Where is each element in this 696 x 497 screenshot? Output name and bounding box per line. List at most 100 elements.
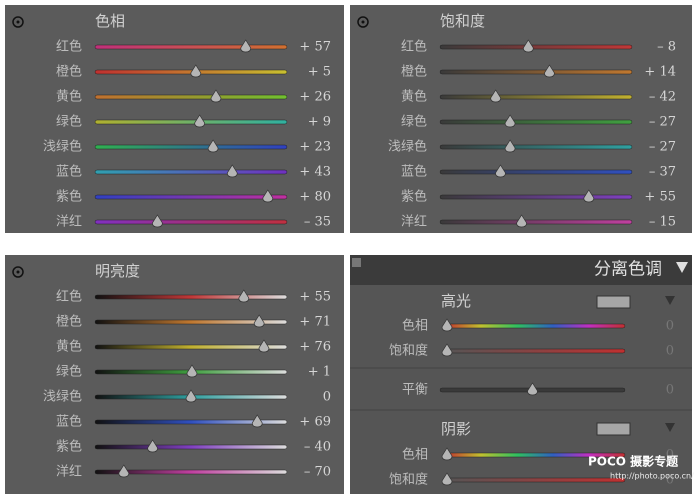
slider-thumb[interactable] (441, 343, 453, 357)
slider-thumb[interactable] (544, 64, 555, 78)
slider-value: – 35 (304, 215, 331, 230)
slider-label: 蓝色 (56, 414, 82, 430)
slider-label: 紫色 (401, 189, 427, 205)
slider-thumb[interactable] (240, 39, 252, 53)
dropdown-arrow[interactable] (665, 296, 675, 305)
slider-value: 0 (666, 448, 674, 463)
slider-value: 0 (666, 383, 674, 398)
slider-label: 浅绿色 (43, 139, 82, 155)
slider-track (444, 323, 626, 329)
slider-value: – 37 (649, 165, 676, 180)
slider-track (444, 348, 626, 354)
panel-title: 饱和度 (440, 12, 485, 30)
slider-label: 洋红 (56, 214, 82, 230)
slider-label: 紫色 (56, 189, 82, 205)
slider-label: 紫色 (56, 439, 82, 455)
slider-thumb[interactable] (441, 447, 453, 461)
slider-thumb[interactable] (258, 339, 270, 353)
slider-track (439, 119, 633, 125)
slider-value: 0 (666, 319, 674, 334)
slider-value: + 26 (299, 90, 331, 105)
slider-track (94, 194, 288, 200)
slider-value: + 57 (299, 40, 331, 55)
slider-label: 洋红 (401, 214, 427, 230)
slider-label: 平衡 (402, 383, 428, 398)
split-toning-header (350, 255, 692, 285)
panel-target-icon[interactable] (357, 16, 369, 28)
slider-thumb[interactable] (516, 214, 527, 228)
slider-label: 红色 (56, 289, 82, 305)
panel-switch[interactable] (352, 258, 361, 267)
slider-label: 饱和度 (389, 472, 428, 488)
slider-value: + 43 (299, 165, 331, 180)
slider-value: + 5 (308, 65, 331, 80)
slider-label: 色相 (402, 318, 428, 334)
slider-label: 绿色 (56, 114, 82, 130)
slider-thumb[interactable] (226, 164, 238, 178)
slider-track (439, 144, 633, 150)
slider-value: – 42 (649, 90, 676, 105)
slider-thumb[interactable] (583, 189, 595, 203)
slider-track (94, 444, 288, 450)
slider-thumb[interactable] (490, 89, 502, 103)
highlight-swatch[interactable] (596, 295, 631, 309)
slider-thumb[interactable] (441, 318, 453, 332)
panel-target-icon[interactable] (12, 16, 24, 28)
slider-value: – 40 (304, 440, 331, 455)
slider-thumb[interactable] (210, 89, 222, 103)
slider-thumb[interactable] (441, 472, 453, 486)
slider-thumb[interactable] (262, 189, 274, 203)
watermark-brand: POCO 摄影专题 (588, 454, 679, 469)
slider-label: 黄色 (401, 89, 427, 105)
panel-title: 明亮度 (95, 262, 140, 280)
slider-value: 0 (323, 390, 331, 405)
slider-thumb[interactable] (495, 164, 506, 178)
slider-thumb[interactable] (186, 364, 198, 378)
slider-track (94, 294, 288, 300)
slider-track (444, 477, 626, 483)
slider-value: + 55 (644, 190, 676, 205)
slider-thumb[interactable] (253, 314, 265, 328)
section-title: 高光 (441, 292, 471, 310)
slider-value: + 76 (299, 340, 331, 355)
slider-track (439, 44, 633, 50)
panel-title: 色相 (95, 12, 125, 30)
shadow-swatch[interactable] (596, 422, 631, 436)
slider-track (94, 469, 288, 475)
slider-track (94, 219, 288, 225)
slider-thumb[interactable] (190, 64, 202, 78)
slider-value: 0 (666, 473, 674, 488)
panel-target-icon[interactable] (12, 266, 24, 278)
slider-thumb[interactable] (152, 214, 163, 228)
slider-thumb[interactable] (185, 389, 197, 403)
slider-thumb[interactable] (194, 114, 205, 128)
slider-label: 洋红 (56, 464, 82, 480)
slider-label: 饱和度 (389, 343, 428, 359)
slider-track (439, 69, 633, 75)
collapse-arrow[interactable] (676, 262, 688, 273)
slider-label: 黄色 (56, 339, 82, 355)
slider-thumb[interactable] (251, 414, 263, 428)
slider-track (94, 319, 288, 325)
panel-target-dot (361, 20, 365, 24)
slider-label: 蓝色 (401, 164, 427, 180)
slider-thumb[interactable] (238, 289, 250, 303)
slider-label: 橙色 (401, 64, 427, 80)
slider-label: 色相 (402, 447, 428, 463)
slider-track (439, 194, 633, 200)
slider-thumb[interactable] (207, 139, 219, 153)
slider-thumb[interactable] (527, 382, 538, 396)
slider-value: – 27 (649, 140, 676, 155)
dropdown-arrow[interactable] (665, 423, 675, 432)
slider-label: 红色 (401, 39, 427, 55)
slider-track (439, 169, 633, 175)
slider-thumb[interactable] (147, 439, 158, 453)
slider-thumb[interactable] (522, 39, 534, 53)
slider-thumb[interactable] (118, 464, 130, 478)
slider-thumb[interactable] (504, 139, 516, 153)
slider-thumb[interactable] (504, 114, 516, 128)
slider-track (94, 44, 288, 50)
slider-label: 浅绿色 (43, 389, 82, 405)
slider-label: 蓝色 (56, 164, 82, 180)
